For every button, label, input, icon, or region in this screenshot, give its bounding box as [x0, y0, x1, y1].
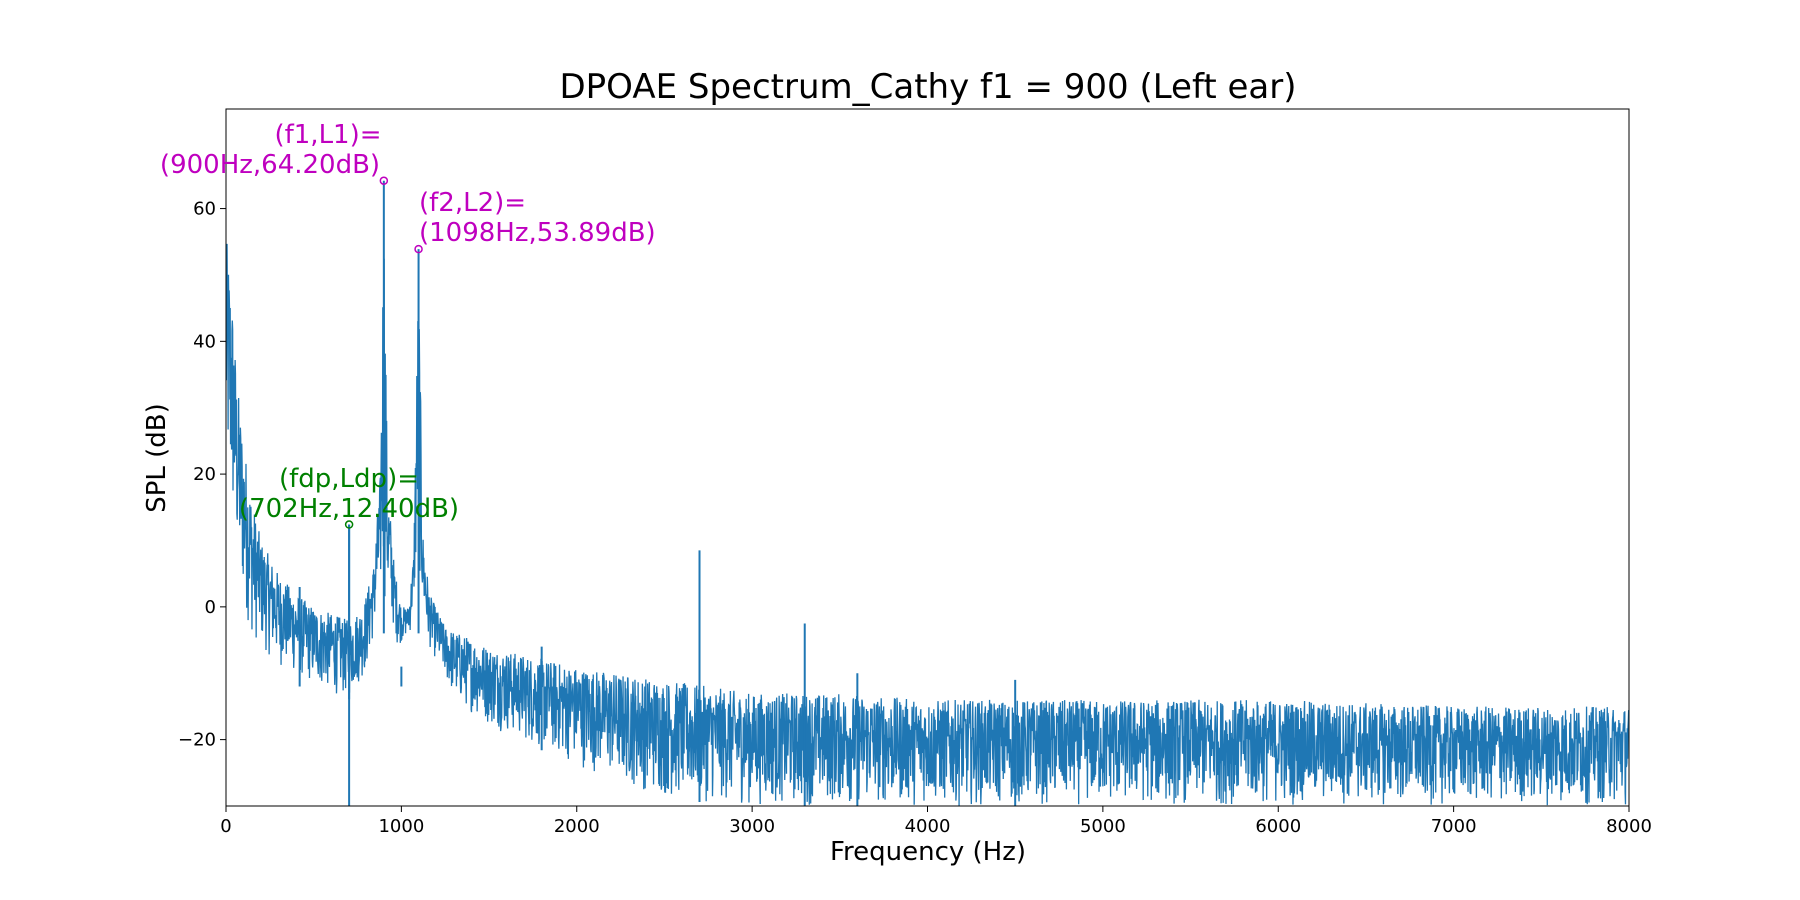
x-tick-label: 0 [220, 816, 231, 837]
y-tick-label: 60 [193, 199, 216, 220]
y-tick-label: 0 [205, 597, 216, 618]
annotation-f1-value: (900Hz,64.20dB) [160, 150, 380, 180]
annotation-f2-label: (f2,L2)= [419, 188, 526, 218]
x-tick-label: 3000 [729, 816, 775, 837]
x-tick-label: 5000 [1080, 816, 1126, 837]
x-axis: 0 1000 2000 3000 4000 5000 6000 7000 8000 [220, 806, 1652, 837]
spectrum-line [226, 243, 1629, 806]
annotation-f2-value: (1098Hz,53.89dB) [419, 218, 656, 248]
y-axis-label: SPL (dB) [142, 403, 172, 513]
chart-title: DPOAE Spectrum_Cathy f1 = 900 (Left ear) [560, 67, 1297, 107]
x-tick-label: 2000 [554, 816, 600, 837]
annotation-layer: (f1,L1)= (900Hz,64.20dB) (f2,L2)= (1098H… [160, 120, 656, 524]
annotation-marker [414, 244, 423, 254]
x-tick-label: 1000 [378, 816, 424, 837]
x-tick-label: 7000 [1431, 816, 1477, 837]
y-tick-label: 20 [193, 464, 216, 485]
marker-layer [344, 176, 423, 529]
y-axis: −20 0 20 40 60 [178, 199, 226, 751]
x-tick-label: 6000 [1255, 816, 1301, 837]
series-layer [226, 180, 1629, 806]
y-tick-label: −20 [178, 730, 216, 751]
annotation-f1-label: (f1,L1)= [274, 120, 381, 150]
annotation-marker [379, 176, 389, 185]
x-axis-label: Frequency (Hz) [830, 837, 1026, 867]
annotation-dp-value: (702Hz,12.40dB) [239, 494, 459, 524]
annotation-marker [344, 520, 354, 529]
y-tick-label: 40 [193, 331, 216, 352]
x-tick-label: 4000 [905, 816, 951, 837]
annotation-dp-label: (fdp,Ldp)= [279, 464, 419, 494]
x-tick-label: 8000 [1606, 816, 1652, 837]
